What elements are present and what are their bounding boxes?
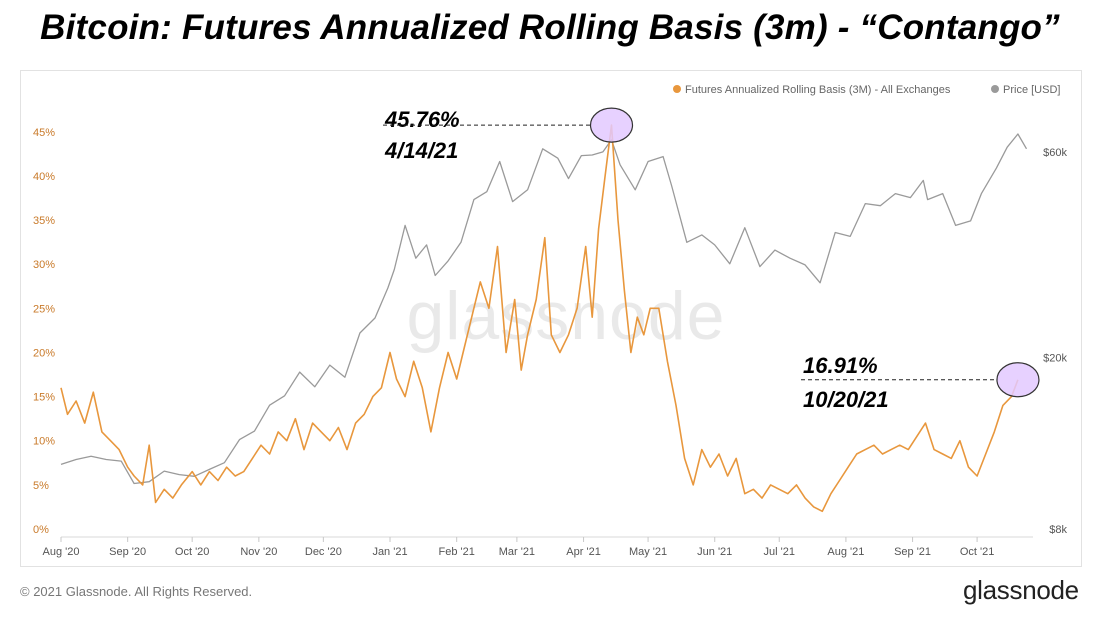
copyright-text: © 2021 Glassnode. All Rights Reserved. xyxy=(20,584,253,599)
y-right-tick-label: $8k xyxy=(1049,524,1067,536)
callout-marker-circle xyxy=(589,107,634,143)
y-right-tick-label: $20k xyxy=(1043,352,1067,364)
chart-panel: glassnode Futures Annualized Rolling Bas… xyxy=(20,70,1082,567)
legend-price-label: Price [USD] xyxy=(1003,84,1060,96)
x-tick-label: Oct '20 xyxy=(175,546,210,558)
x-tick-label: Aug '20 xyxy=(43,546,80,558)
y-left-tick-label: 20% xyxy=(33,347,55,359)
callout-date-label: 10/20/21 xyxy=(803,387,889,412)
legend-basis-dot xyxy=(673,85,681,93)
x-tick-label: Nov '20 xyxy=(240,546,277,558)
y-left-tick-label: 30% xyxy=(33,259,55,271)
legend-basis-label: Futures Annualized Rolling Basis (3M) - … xyxy=(685,84,951,96)
x-tick-label: Sep '21 xyxy=(894,546,931,558)
y-left-tick-label: 0% xyxy=(33,524,49,536)
x-tick-label: May '21 xyxy=(629,546,667,558)
x-tick-label: Jun '21 xyxy=(697,546,732,558)
x-tick-label: Dec '20 xyxy=(305,546,342,558)
x-tick-label: Apr '21 xyxy=(566,546,601,558)
callout-marker-circle xyxy=(996,362,1040,398)
x-tick-label: Sep '20 xyxy=(109,546,146,558)
y-right-tick-label: $60k xyxy=(1043,147,1067,159)
y-left-tick-label: 10% xyxy=(33,436,55,448)
x-tick-label: Mar '21 xyxy=(499,546,535,558)
x-tick-label: Jul '21 xyxy=(764,546,795,558)
price-series-line xyxy=(60,133,1028,485)
x-tick-label: Aug '21 xyxy=(827,546,864,558)
x-tick-label: Jan '21 xyxy=(372,546,407,558)
chart-title: Bitcoin: Futures Annualized Rolling Basi… xyxy=(40,8,1060,47)
y-left-tick-label: 15% xyxy=(33,392,55,404)
legend-price-dot xyxy=(991,85,999,93)
x-tick-label: Oct '21 xyxy=(960,546,995,558)
callout-value-label: 16.91% xyxy=(803,353,878,378)
x-tick-label: Feb '21 xyxy=(439,546,475,558)
glassnode-logo: glassnode xyxy=(963,575,1079,605)
basis-series-line xyxy=(60,124,1019,513)
y-left-tick-label: 35% xyxy=(33,215,55,227)
callout-date-label: 4/14/21 xyxy=(384,138,458,163)
y-left-tick-label: 5% xyxy=(33,480,49,492)
chart-svg: glassnode Futures Annualized Rolling Bas… xyxy=(33,84,1067,558)
y-left-tick-label: 45% xyxy=(33,127,55,139)
y-left-tick-label: 40% xyxy=(33,171,55,183)
y-left-tick-label: 25% xyxy=(33,303,55,315)
watermark-text: glassnode xyxy=(406,278,725,354)
callout-value-label: 45.76% xyxy=(384,107,460,132)
